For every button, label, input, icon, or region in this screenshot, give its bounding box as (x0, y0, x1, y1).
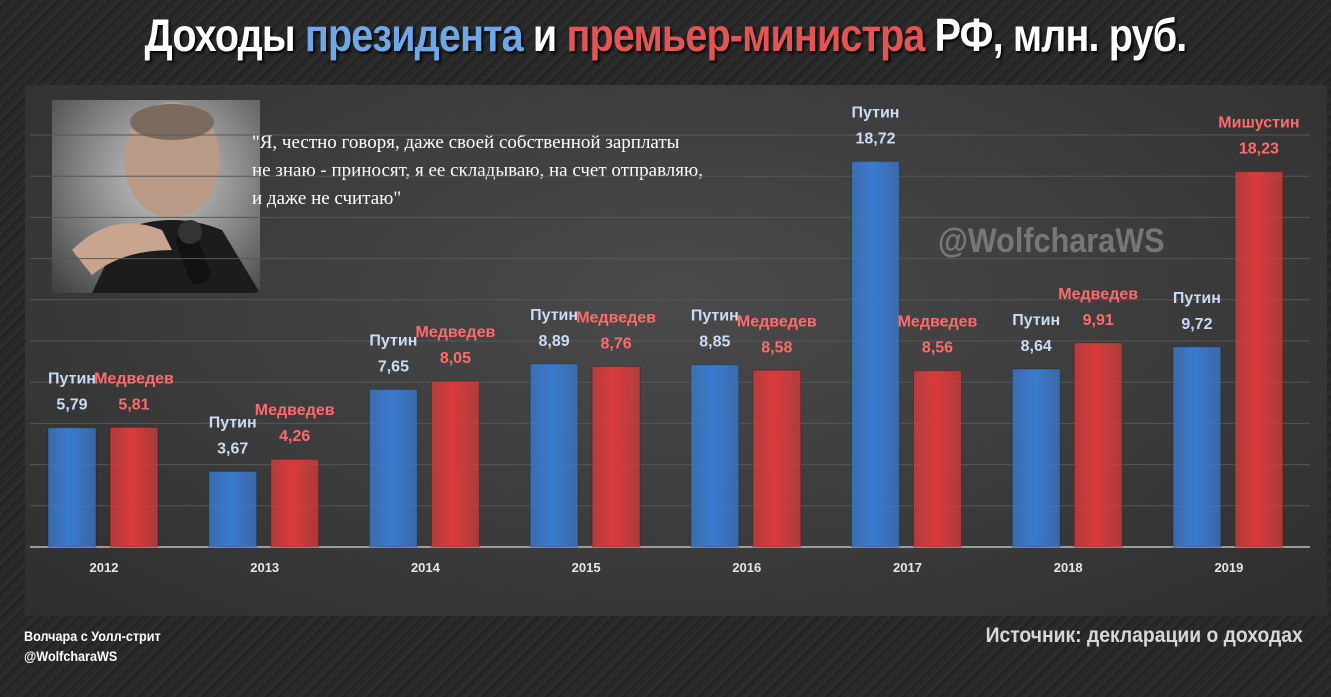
bar-name-label: Путин (691, 308, 739, 325)
bar-premier-2012 (109, 426, 159, 548)
bar-name-label: Путин (209, 414, 257, 431)
bar-name-label: Медведев (255, 402, 335, 419)
bar-name-label: Медведев (1058, 286, 1138, 303)
bar-value-label: 8,56 (922, 340, 953, 357)
bar-name-label: Медведев (576, 310, 656, 327)
bar-name-label: Медведев (898, 314, 978, 331)
bar-president-2017 (851, 160, 900, 548)
bar-value-label: 7,65 (378, 358, 409, 375)
bar-president-2016 (690, 364, 740, 548)
bar-value-label: 8,89 (539, 333, 570, 350)
bar-name-label: Путин (1173, 290, 1221, 307)
author-credit: Волчара с Уолл-стрит @WolfcharaWS (24, 626, 161, 666)
x-tick-label: 2013 (250, 560, 279, 575)
x-tick-label: 2018 (1054, 560, 1083, 575)
source-note: Источник: декларации о доходах (985, 624, 1303, 647)
author-name: Волчара с Уолл-стрит (24, 628, 161, 644)
bar-name-label: Путин (852, 104, 900, 121)
bar-value-label: 8,05 (440, 350, 471, 367)
bar-name-label: Путин (48, 371, 96, 388)
title-premier: премьер-министра (566, 9, 925, 61)
bar-premier-2019 (1234, 170, 1284, 548)
bar-value-label: 5,79 (56, 397, 87, 414)
bar-premier-2018 (1073, 342, 1123, 548)
bar-name-label: Мишустин (1218, 114, 1299, 131)
x-tick-label: 2016 (732, 560, 761, 575)
x-tick-label: 2019 (1214, 560, 1243, 575)
bar-value-label: 8,64 (1021, 338, 1052, 355)
x-tick-label: 2017 (893, 560, 922, 575)
bar-name-label: Медведев (416, 324, 496, 341)
bar-president-2013 (208, 470, 258, 548)
bar-premier-2013 (270, 458, 320, 548)
bar-value-label: 18,72 (855, 130, 895, 147)
title-part3: и (522, 9, 567, 61)
bar-name-label: Медведев (737, 313, 817, 330)
bar-value-label: 3,67 (217, 440, 248, 457)
bar-name-label: Путин (369, 332, 417, 349)
bar-premier-2017 (913, 370, 962, 548)
bar-value-label: 8,58 (761, 339, 792, 356)
bar-value-label: 8,76 (601, 336, 632, 353)
bar-value-label: 5,81 (118, 396, 149, 413)
chart-title: Доходы президента и премьер-министра РФ,… (93, 8, 1238, 62)
bar-value-label: 9,91 (1083, 312, 1114, 329)
bar-president-2018 (1011, 368, 1061, 548)
bar-premier-2016 (752, 369, 802, 548)
x-tick-label: 2015 (572, 560, 601, 575)
x-tick-label: 2014 (411, 560, 441, 575)
x-tick-label: 2012 (90, 560, 119, 575)
bar-value-label: 4,26 (279, 428, 310, 445)
portrait-image (52, 100, 260, 293)
bar-president-2019 (1172, 346, 1222, 548)
title-president: президента (304, 9, 524, 61)
bar-president-2012 (47, 427, 97, 548)
title-part1: Доходы (144, 9, 305, 61)
bar-president-2014 (368, 388, 418, 548)
bar-name-label: Путин (530, 307, 578, 324)
bar-value-label: 8,85 (699, 334, 730, 351)
author-handle: @WolfcharaWS (24, 648, 118, 664)
bar-name-label: Медведев (94, 370, 174, 387)
bar-value-label: 18,23 (1239, 140, 1279, 157)
bar-president-2015 (529, 363, 579, 548)
bar-value-label: 9,72 (1181, 316, 1212, 333)
bar-premier-2014 (430, 380, 480, 548)
bar-name-label: Путин (1012, 312, 1060, 329)
bar-premier-2015 (591, 366, 641, 548)
watermark: @WolfcharaWS (938, 222, 1165, 260)
title-part5: РФ, млн. руб. (924, 9, 1188, 61)
